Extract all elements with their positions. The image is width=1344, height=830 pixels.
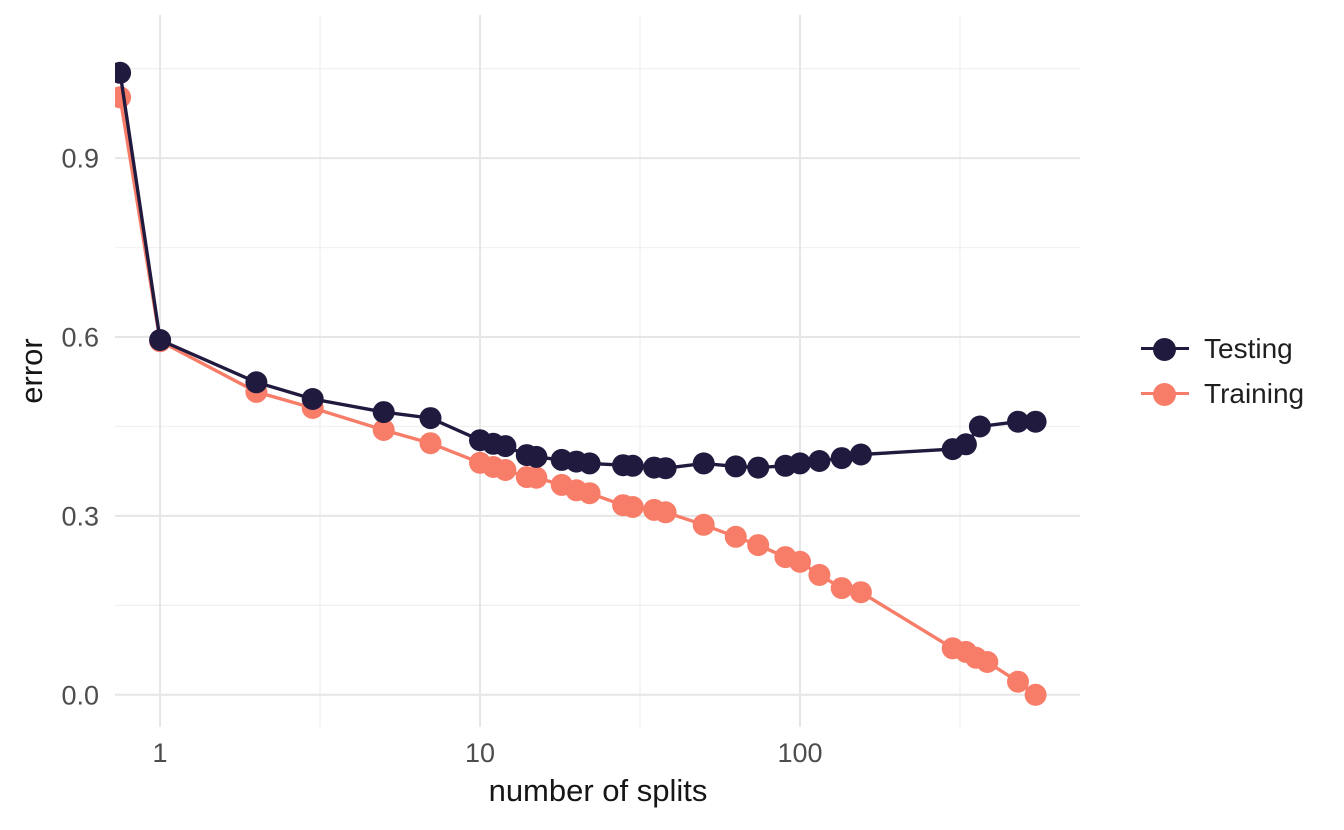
series-point-training: [1024, 683, 1047, 706]
series-point-testing: [578, 452, 601, 475]
series-point-testing: [419, 407, 442, 430]
series-point-training: [747, 534, 770, 557]
series-point-testing: [747, 456, 770, 479]
series-point-training: [419, 432, 442, 455]
series-point-testing: [372, 401, 395, 424]
series-point-training: [525, 466, 548, 489]
x-tick-label: 10: [465, 738, 495, 768]
series-point-testing: [654, 457, 677, 480]
series-point-training: [578, 482, 601, 505]
series-point-testing: [1007, 410, 1029, 433]
series-point-training: [372, 419, 395, 441]
series-point-training: [654, 501, 677, 524]
series-point-testing: [954, 433, 977, 456]
legend-key-training: [1141, 380, 1189, 408]
x-tick-label: 1: [153, 738, 168, 768]
point-icon: [1153, 337, 1176, 361]
series-point-training: [849, 581, 872, 604]
series-point-testing: [245, 371, 268, 394]
series-point-testing: [525, 445, 548, 468]
legend: Testing Training: [1141, 333, 1305, 409]
series-point-testing: [968, 415, 991, 438]
series-point-training: [115, 86, 132, 109]
series-point-testing: [149, 329, 172, 351]
legend-item-training: Training: [1141, 378, 1305, 409]
series-point-testing: [692, 452, 715, 475]
x-tick-label: 100: [777, 738, 822, 768]
series-point-training: [789, 550, 811, 573]
series-point-testing: [830, 447, 853, 470]
legend-label-testing: Testing: [1204, 333, 1293, 364]
series-point-testing: [849, 443, 872, 466]
y-axis-title: error: [14, 338, 49, 404]
legend-item-testing: Testing: [1141, 333, 1304, 364]
y-tick-label: 0.3: [61, 501, 99, 531]
series-point-testing: [301, 388, 324, 410]
y-tick-label: 0.6: [61, 323, 99, 353]
series-point-training: [808, 563, 831, 586]
series-point-training: [976, 651, 999, 673]
series-point-testing: [115, 61, 132, 84]
y-tick-label: 0.9: [61, 144, 99, 174]
series-point-training: [621, 496, 644, 518]
series-point-testing: [1024, 410, 1047, 433]
series-point-training: [830, 577, 853, 600]
legend-key-testing: [1141, 335, 1189, 363]
series-point-testing: [724, 455, 747, 478]
series-point-testing: [494, 435, 517, 458]
series-point-training: [494, 459, 517, 481]
legend-label-training: Training: [1204, 378, 1305, 409]
series-point-testing: [789, 452, 811, 475]
series-point-training: [1007, 670, 1029, 693]
series-point-training: [692, 513, 715, 536]
series-point-testing: [621, 454, 644, 477]
x-axis-title: number of splits: [488, 773, 708, 808]
series-line-testing: [118, 72, 1036, 470]
point-icon: [1153, 382, 1176, 406]
series-point-training: [724, 525, 747, 548]
y-tick-label: 0.0: [61, 680, 99, 710]
series-point-testing: [808, 450, 831, 472]
